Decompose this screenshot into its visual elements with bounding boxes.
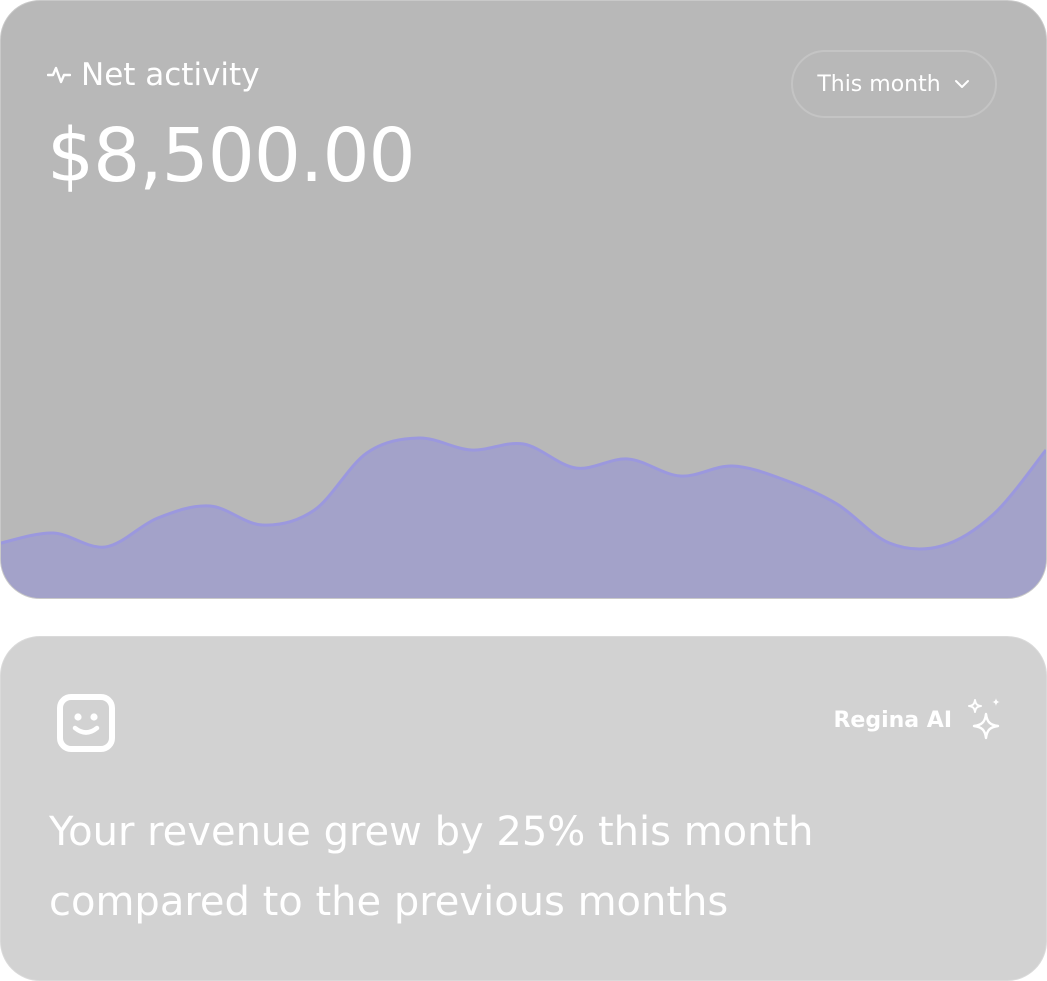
net-activity-area-chart — [1, 436, 1046, 598]
area-line — [1, 436, 1046, 551]
activity-pulse-icon — [47, 66, 71, 84]
smiley-bot-icon — [57, 694, 115, 752]
ai-insight-line-1: Your revenue grew by 25% this month — [49, 809, 814, 855]
ai-brand-label: Regina AI — [833, 707, 952, 733]
area-fill — [1, 437, 1046, 598]
net-activity-amount: $8,500.00 — [47, 113, 416, 199]
period-selector-button[interactable]: This month — [791, 50, 997, 118]
ai-brand: Regina AI — [833, 697, 1006, 743]
ai-insight-card: Regina AI Your revenue grew by 25% this … — [0, 636, 1047, 981]
net-activity-label: Net activity — [81, 57, 260, 93]
activity-header: Net activity — [47, 57, 260, 93]
sparkles-icon — [968, 698, 1000, 740]
net-activity-card: Net activity $8,500.00 This month — [0, 0, 1047, 599]
ai-insight-message: Your revenue grew by 25% this month comp… — [49, 797, 949, 937]
ai-insight-line-2: compared to the previous months — [49, 879, 729, 925]
period-selector-label: This month — [817, 71, 941, 97]
chevron-down-icon — [954, 80, 969, 88]
